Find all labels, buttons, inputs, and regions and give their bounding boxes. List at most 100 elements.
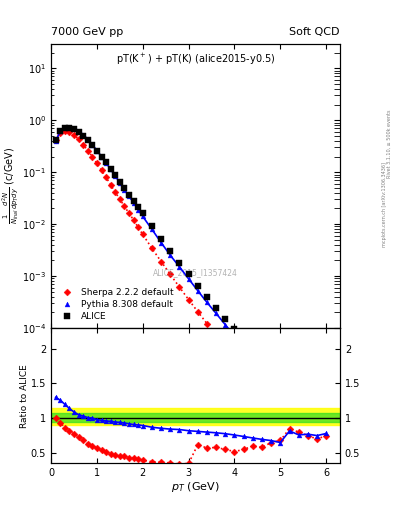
Pythia 8.308 default (159, 240, 163, 246)
ALICE (296, 395, 301, 401)
Sherpa 2.2.2 default (260, 389, 264, 395)
ALICE (177, 260, 182, 266)
Sherpa 2.2.2 default (205, 321, 209, 327)
Sherpa 2.2.2 default (136, 224, 141, 230)
Bar (51, 413, 340, 422)
Sherpa 2.2.2 default (140, 231, 145, 238)
Sherpa 2.2.2 default (127, 210, 131, 217)
Pythia 8.308 default (269, 376, 274, 382)
ALICE (241, 336, 246, 343)
Sherpa 2.2.2 default (195, 309, 200, 315)
Sherpa 2.2.2 default (53, 137, 58, 143)
Pythia 8.308 default (232, 333, 237, 339)
Pythia 8.308 default (108, 166, 113, 173)
Pythia 8.308 default (287, 397, 292, 403)
Pythia 8.308 default (305, 417, 310, 423)
Sherpa 2.2.2 default (104, 175, 108, 181)
Sherpa 2.2.2 default (186, 296, 191, 303)
ALICE (72, 126, 76, 132)
Sherpa 2.2.2 default (250, 377, 255, 383)
ALICE (90, 142, 95, 148)
ALICE (113, 172, 118, 178)
Sherpa 2.2.2 default (108, 182, 113, 188)
ALICE (287, 386, 292, 392)
Text: pT(K$^+$) + pT(K) (alice2015-y0.5): pT(K$^+$) + pT(K) (alice2015-y0.5) (116, 52, 275, 67)
Pythia 8.308 default (140, 214, 145, 220)
Pythia 8.308 default (85, 136, 90, 142)
Sherpa 2.2.2 default (122, 203, 127, 209)
ALICE (260, 356, 264, 362)
Text: Rivet 3.1.10, ≥ 500k events: Rivet 3.1.10, ≥ 500k events (387, 109, 392, 178)
Sherpa 2.2.2 default (324, 463, 329, 469)
ALICE (232, 326, 237, 332)
Sherpa 2.2.2 default (58, 130, 62, 136)
ALICE (99, 154, 104, 160)
Sherpa 2.2.2 default (168, 271, 173, 278)
Sherpa 2.2.2 default (113, 189, 118, 195)
Sherpa 2.2.2 default (232, 355, 237, 361)
Pythia 8.308 default (131, 200, 136, 206)
Pythia 8.308 default (296, 407, 301, 413)
Pythia 8.308 default (118, 180, 122, 186)
Sherpa 2.2.2 default (296, 432, 301, 438)
Pythia 8.308 default (67, 123, 72, 130)
Sherpa 2.2.2 default (72, 132, 76, 138)
Pythia 8.308 default (241, 344, 246, 350)
Pythia 8.308 default (58, 129, 62, 135)
ALICE (186, 271, 191, 277)
ALICE (76, 129, 81, 135)
ALICE (81, 133, 86, 139)
Sherpa 2.2.2 default (76, 136, 81, 142)
ALICE (214, 305, 219, 311)
ALICE (127, 191, 131, 198)
ALICE (315, 414, 320, 420)
Sherpa 2.2.2 default (81, 141, 86, 147)
ALICE (205, 294, 209, 301)
Pythia 8.308 default (186, 276, 191, 282)
ALICE (95, 147, 99, 154)
Bar (51, 408, 340, 425)
ALICE (85, 137, 90, 143)
Pythia 8.308 default (62, 124, 67, 131)
Sherpa 2.2.2 default (269, 400, 274, 406)
Pythia 8.308 default (113, 173, 118, 179)
Pythia 8.308 default (90, 141, 95, 147)
Pythia 8.308 default (104, 160, 108, 166)
ALICE (195, 283, 200, 289)
ALICE (62, 124, 67, 131)
ALICE (150, 223, 154, 229)
Pythia 8.308 default (95, 147, 99, 154)
Pythia 8.308 default (214, 310, 219, 316)
Sherpa 2.2.2 default (118, 196, 122, 202)
Pythia 8.308 default (81, 132, 86, 138)
ALICE (305, 404, 310, 411)
Sherpa 2.2.2 default (99, 167, 104, 173)
Text: 7000 GeV pp: 7000 GeV pp (51, 27, 123, 37)
Sherpa 2.2.2 default (95, 160, 99, 166)
Sherpa 2.2.2 default (315, 453, 320, 459)
ALICE (140, 210, 145, 217)
ALICE (269, 366, 274, 372)
ALICE (131, 198, 136, 204)
Sherpa 2.2.2 default (90, 154, 95, 160)
ALICE (108, 165, 113, 172)
Pythia 8.308 default (223, 322, 228, 328)
Sherpa 2.2.2 default (287, 421, 292, 428)
Sherpa 2.2.2 default (131, 217, 136, 223)
Pythia 8.308 default (136, 206, 141, 212)
Pythia 8.308 default (72, 125, 76, 131)
Sherpa 2.2.2 default (177, 284, 182, 290)
Text: ALICE_2015_I1357424: ALICE_2015_I1357424 (153, 268, 238, 276)
X-axis label: $p_T$ (GeV): $p_T$ (GeV) (171, 480, 220, 494)
ALICE (324, 423, 329, 429)
Sherpa 2.2.2 default (150, 245, 154, 251)
Legend: Sherpa 2.2.2 default, Pythia 8.308 default, ALICE: Sherpa 2.2.2 default, Pythia 8.308 defau… (55, 286, 176, 324)
ALICE (53, 137, 58, 143)
Text: mcplots.cern.ch [arXiv:1306.3436]: mcplots.cern.ch [arXiv:1306.3436] (382, 162, 387, 247)
ALICE (250, 346, 255, 352)
ALICE (136, 204, 141, 210)
Pythia 8.308 default (195, 288, 200, 294)
Pythia 8.308 default (250, 355, 255, 361)
Text: Soft QCD: Soft QCD (290, 27, 340, 37)
Sherpa 2.2.2 default (62, 128, 67, 134)
